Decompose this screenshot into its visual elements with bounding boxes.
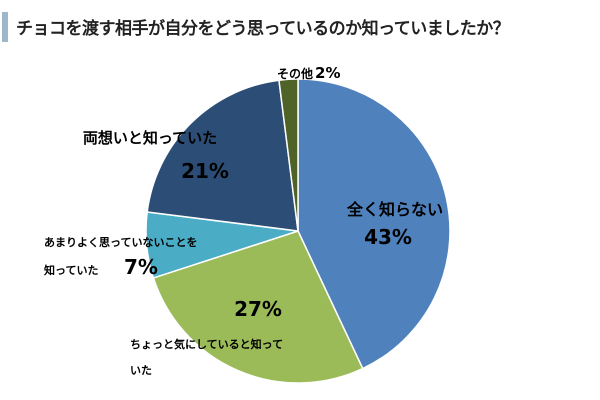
slice-label-ryoomoi: 両想いと知っていた — [83, 129, 217, 147]
slice-value-zenku: 43% — [364, 225, 412, 249]
slice-value-amari: 7% — [124, 255, 158, 279]
slice-value-chotto: 27% — [234, 297, 282, 321]
chart-title: チョコを渡す相手が自分をどう思っているのか知っていましたか？ — [16, 19, 510, 39]
slice-label-amari-line1: あまりよく思っていないことを — [44, 236, 197, 249]
title-accent-bar — [2, 12, 8, 42]
slice-label-chotto-line2: いた — [130, 364, 152, 377]
slice-label-zenku: 全く知らない — [346, 200, 443, 219]
slice-label-chotto-line1: ちょっと気にしていると知って — [130, 337, 283, 351]
pie-slice-chotto — [152, 230, 364, 384]
title-bar: チョコを渡す相手が自分をどう思っているのか知っていましたか？ — [0, 10, 600, 44]
slice-value-sonota: 2% — [315, 64, 340, 82]
slice-label-sonota: その他 2% — [277, 64, 340, 82]
slice-label-amari-line2: 知っていた — [43, 263, 98, 277]
pie-slice-sonota — [278, 78, 299, 232]
pie-slice-zenku — [297, 78, 451, 370]
pie-slice-ryoomoi — [146, 79, 299, 232]
slice-value-ryoomoi: 21% — [181, 159, 229, 183]
